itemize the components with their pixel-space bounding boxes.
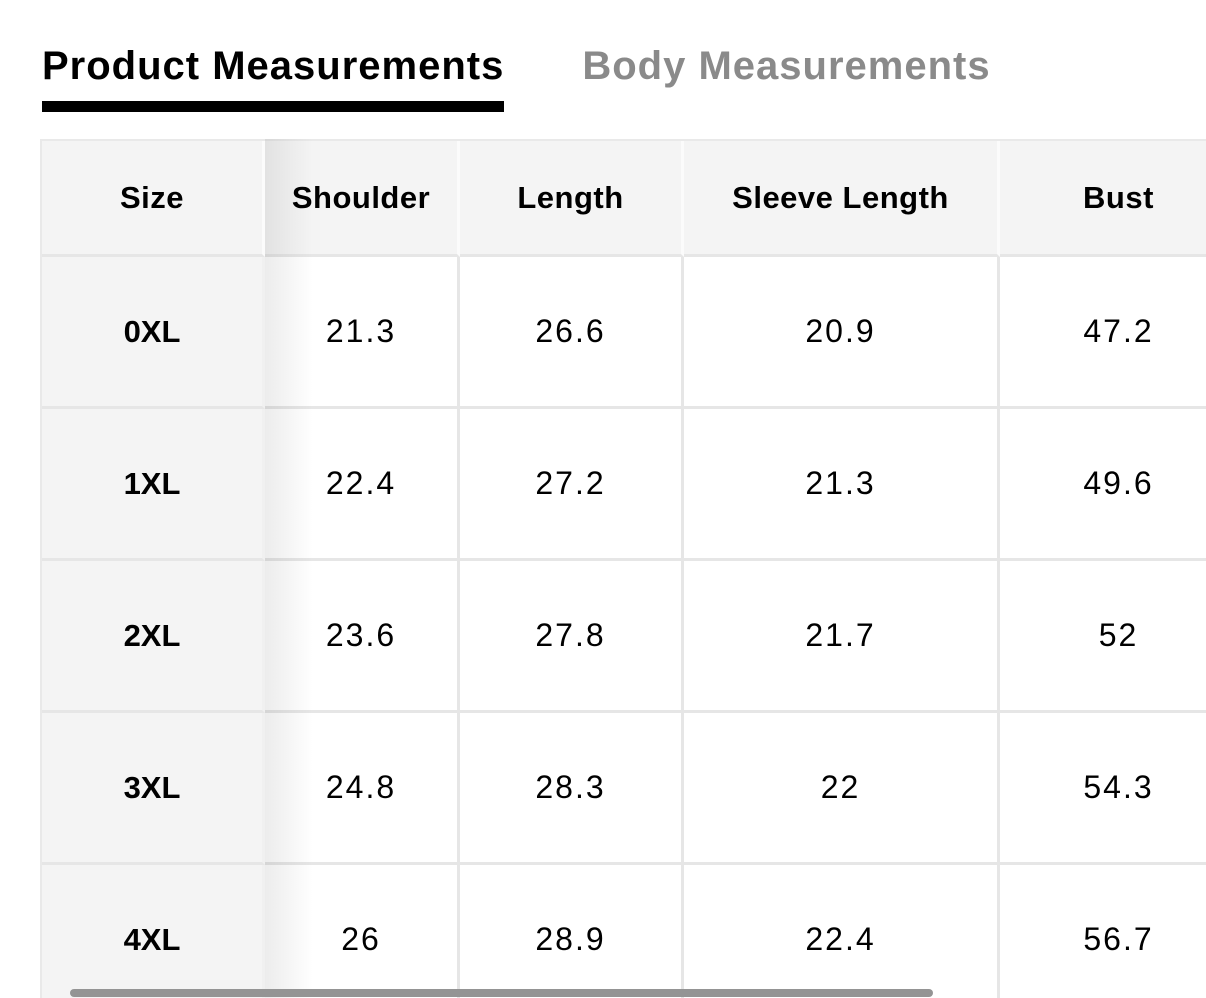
bust-value: 52 [1000, 561, 1206, 713]
size-label: 4XL [42, 865, 265, 998]
table-row-0xl: 0XL 21.3 26.6 20.9 47.2 [42, 257, 1206, 409]
sleeve-length-value: 22 [684, 713, 1000, 865]
sleeve-length-value: 22.4 [684, 865, 1000, 998]
length-value: 26.6 [460, 257, 684, 409]
size-label: 3XL [42, 713, 265, 865]
column-header-bust: Bust [1000, 141, 1206, 257]
sleeve-length-value: 21.7 [684, 561, 1000, 713]
shoulder-value: 21.3 [265, 257, 460, 409]
size-label: 2XL [42, 561, 265, 713]
bust-value: 49.6 [1000, 409, 1206, 561]
length-value: 28.3 [460, 713, 684, 865]
tab-body-measurements[interactable]: Body Measurements [582, 44, 991, 88]
horizontal-scrollbar-thumb[interactable] [70, 989, 933, 997]
table-row-4xl: 4XL 26 28.9 22.4 56.7 [42, 865, 1206, 998]
length-value: 28.9 [460, 865, 684, 998]
column-header-shoulder: Shoulder [265, 141, 460, 257]
column-header-sleeve-length: Sleeve Length [684, 141, 1000, 257]
size-chart-viewport[interactable]: Size Shoulder Length Sleeve Length Bust … [40, 139, 1206, 998]
table-row-2xl: 2XL 23.6 27.8 21.7 52 [42, 561, 1206, 713]
bust-value: 54.3 [1000, 713, 1206, 865]
column-header-size: Size [42, 141, 265, 257]
shoulder-value: 23.6 [265, 561, 460, 713]
sleeve-length-value: 21.3 [684, 409, 1000, 561]
size-label: 0XL [42, 257, 265, 409]
table-row-3xl: 3XL 24.8 28.3 22 54.3 [42, 713, 1206, 865]
shoulder-value: 26 [265, 865, 460, 998]
table-header-row: Size Shoulder Length Sleeve Length Bust [42, 141, 1206, 257]
shoulder-value: 24.8 [265, 713, 460, 865]
length-value: 27.8 [460, 561, 684, 713]
bust-value: 56.7 [1000, 865, 1206, 998]
bust-value: 47.2 [1000, 257, 1206, 409]
length-value: 27.2 [460, 409, 684, 561]
column-header-length: Length [460, 141, 684, 257]
measurement-tabs: Product Measurements Body Measurements [42, 44, 991, 112]
size-chart-table: Size Shoulder Length Sleeve Length Bust … [40, 139, 1206, 998]
tab-product-measurements[interactable]: Product Measurements [42, 44, 505, 112]
table-row-1xl: 1XL 22.4 27.2 21.3 49.6 [42, 409, 1206, 561]
shoulder-value: 22.4 [265, 409, 460, 561]
size-label: 1XL [42, 409, 265, 561]
sleeve-length-value: 20.9 [684, 257, 1000, 409]
